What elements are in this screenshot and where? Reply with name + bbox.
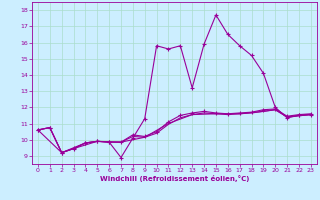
X-axis label: Windchill (Refroidissement éolien,°C): Windchill (Refroidissement éolien,°C) [100,175,249,182]
